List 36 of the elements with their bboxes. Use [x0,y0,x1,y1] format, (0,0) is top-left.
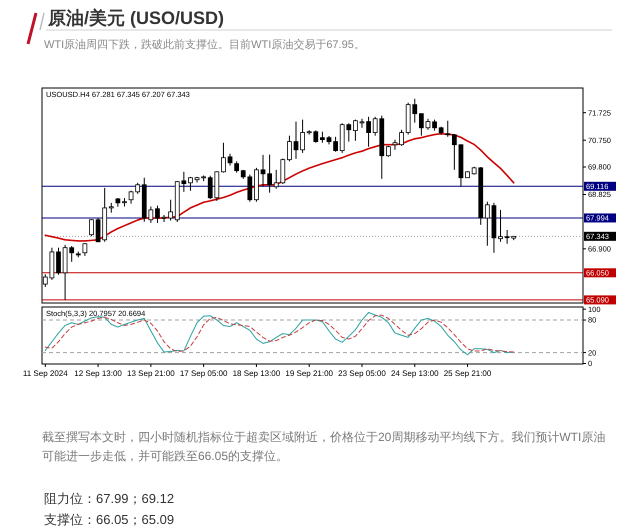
candlestick [280,158,286,184]
candlestick [372,116,378,136]
candlestick [128,190,134,204]
candlestick [148,206,154,224]
chart-subtitle: WTI原油周四下跌，跌破此前支撑位。目前WTI原油交易于67.95。 [44,38,365,52]
x-tick-label: 25 Sep 21:00 [444,369,492,378]
x-tick-label: 24 Sep 13:00 [390,369,440,378]
chart-title: 原油/美元 (USO/USD) [48,7,224,30]
candlestick [135,182,140,194]
x-tick-label: 12 Sep 13:00 [74,369,122,378]
x-tick-label: 18 Sep 13:00 [232,369,281,378]
candlestick [313,130,318,144]
x-tick-label: 13 Sep 21:00 [127,369,176,378]
candlestick [82,242,88,256]
candlestick [386,145,391,158]
candlestick [418,112,424,136]
text: 阻力位：67.99；69.12 [44,490,174,508]
x-tick-label: 17 Sep 05:00 [180,369,228,378]
x-tick-label: 19 Sep 21:00 [285,369,334,378]
text: 截至撰写本文时，四小时随机指标位于超卖区域附近，价格位于20周期移动平均线下方。我们预计WTI原油可能进一步走低，并可能跌至66.05的支撑位。 [42,429,606,465]
candlestick [108,202,114,214]
x-tick-label: 11 Sep 2024 [22,369,68,378]
candlestick [181,171,186,192]
candlestick [240,169,246,180]
candlestick [208,175,213,200]
candlestick [274,169,279,190]
candlestick [69,246,74,262]
candlestick [412,98,418,124]
candlestick [234,160,240,174]
candlestick [346,122,352,142]
text: 支撑位：66.05；65.09 [44,511,174,528]
candlestick [247,174,252,202]
x-tick-label: 23 Sep 05:00 [338,369,386,378]
candlestick [452,133,457,170]
candlestick [484,201,490,246]
candlestick [168,199,174,222]
